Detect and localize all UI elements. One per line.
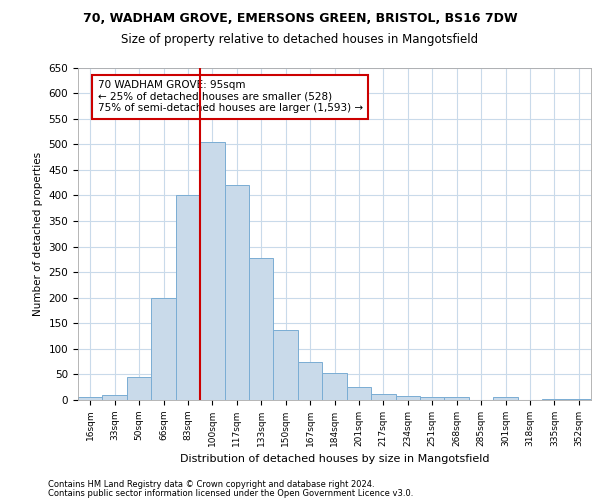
Bar xyxy=(200,142,224,400)
Bar xyxy=(274,330,298,400)
Bar xyxy=(445,398,469,400)
Bar xyxy=(298,362,322,400)
Bar xyxy=(322,374,347,400)
Bar xyxy=(566,399,591,400)
Text: Contains public sector information licensed under the Open Government Licence v3: Contains public sector information licen… xyxy=(48,488,413,498)
Bar xyxy=(493,398,518,400)
Bar xyxy=(249,258,274,400)
Bar xyxy=(420,398,445,400)
Bar xyxy=(103,395,127,400)
Bar xyxy=(542,399,566,400)
Bar xyxy=(395,396,420,400)
Y-axis label: Number of detached properties: Number of detached properties xyxy=(33,152,43,316)
Bar xyxy=(347,387,371,400)
Bar xyxy=(371,394,395,400)
Text: 70 WADHAM GROVE: 95sqm
← 25% of detached houses are smaller (528)
75% of semi-de: 70 WADHAM GROVE: 95sqm ← 25% of detached… xyxy=(98,80,362,114)
Bar xyxy=(176,196,200,400)
Text: Contains HM Land Registry data © Crown copyright and database right 2024.: Contains HM Land Registry data © Crown c… xyxy=(48,480,374,489)
Bar xyxy=(78,398,103,400)
X-axis label: Distribution of detached houses by size in Mangotsfield: Distribution of detached houses by size … xyxy=(180,454,489,464)
Bar xyxy=(224,185,249,400)
Bar xyxy=(151,298,176,400)
Text: Size of property relative to detached houses in Mangotsfield: Size of property relative to detached ho… xyxy=(121,32,479,46)
Bar xyxy=(127,377,151,400)
Text: 70, WADHAM GROVE, EMERSONS GREEN, BRISTOL, BS16 7DW: 70, WADHAM GROVE, EMERSONS GREEN, BRISTO… xyxy=(83,12,517,26)
